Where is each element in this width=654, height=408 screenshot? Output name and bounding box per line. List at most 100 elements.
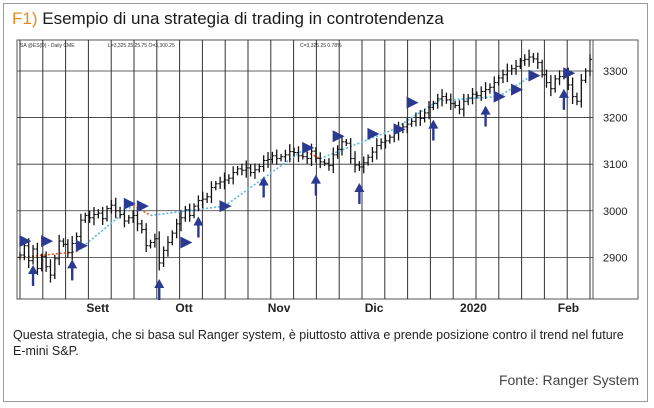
arrow-head	[154, 278, 165, 288]
signal-triangle	[563, 67, 576, 80]
trend-segment	[132, 204, 151, 217]
trend-segment	[76, 204, 134, 253]
ohlc-bar	[239, 163, 244, 176]
ohlc-bar	[213, 180, 218, 191]
ohlc-bar	[31, 245, 36, 265]
ohlc-bar	[287, 144, 292, 163]
signal-triangle	[393, 123, 406, 136]
ohlc-bar	[357, 161, 362, 171]
ohlc-bar	[318, 152, 323, 169]
ohlc-bar	[331, 147, 336, 174]
buy-arrow-icon	[67, 259, 78, 281]
buy-arrow-icon	[28, 264, 39, 286]
ohlc-bar	[505, 63, 510, 83]
arrow-shaft	[314, 182, 318, 196]
ohlc-bar	[335, 145, 340, 159]
arrow-head	[354, 182, 365, 192]
arrow-head	[480, 105, 491, 115]
ohlc-bar	[409, 118, 414, 127]
signal-triangle	[136, 200, 149, 213]
ohlc-bar	[379, 138, 384, 150]
figure-number: F1)	[12, 9, 38, 28]
ohlc-bar	[427, 101, 432, 120]
ohlc-bar	[492, 76, 497, 94]
ohlc-bar	[44, 251, 49, 272]
ohlc-bar	[418, 110, 423, 126]
arrow-shaft	[31, 272, 35, 286]
ohlc-bar	[548, 75, 553, 97]
ohlc-bar	[422, 108, 427, 123]
ohlc-bar	[183, 205, 188, 222]
plot-area	[16, 39, 594, 300]
ohlc-bar	[544, 69, 549, 88]
arrow-shaft	[484, 113, 487, 127]
ohlc-bar	[126, 214, 131, 224]
ohlc-bar	[18, 252, 22, 261]
ohlc-bar	[144, 223, 149, 253]
ohlc-bar	[196, 195, 201, 212]
ohlc-bar	[274, 149, 279, 165]
ohlc-bar	[440, 89, 445, 107]
y-tick-label: 3100	[603, 159, 627, 171]
ohlc-bar	[61, 238, 66, 248]
ohlc-bar	[65, 239, 70, 258]
figure-caption: Questa strategia, che si basa sul Ranger…	[13, 328, 624, 358]
signal-triangle	[302, 141, 315, 154]
buy-arrow-icon	[154, 278, 165, 300]
arrow-head	[428, 119, 439, 129]
ohlc-bar	[96, 209, 101, 219]
ohlc-bar	[483, 82, 488, 99]
ohlc-bar	[57, 234, 62, 266]
ohlc-bar	[535, 52, 540, 69]
arrow-shaft	[158, 286, 161, 300]
signal-triangle	[528, 69, 541, 82]
ohlc-bar	[209, 181, 214, 204]
x-tick-label: Sett	[86, 301, 109, 315]
signal-triangle	[123, 197, 136, 210]
ohlc-bar	[178, 210, 183, 232]
signal-triangle	[19, 235, 32, 248]
ohlc-bar	[313, 147, 318, 163]
ohlc-bar	[257, 163, 262, 173]
ohlc-bar	[366, 154, 371, 166]
trend-segment	[19, 250, 77, 259]
ohlc-bar	[157, 231, 162, 271]
ohlc-bar	[300, 152, 305, 160]
ohlc-bar	[218, 176, 223, 189]
ohlc-bar	[192, 203, 197, 219]
signal-triangle	[219, 200, 232, 213]
ohlc-bar	[461, 93, 466, 117]
ohlc-bar	[70, 235, 75, 261]
ohlc-bar	[148, 239, 153, 249]
ohlc-bar	[139, 219, 144, 234]
ohlc-bar	[413, 112, 418, 127]
ohlc-bar	[222, 172, 227, 190]
x-tick-label: Feb	[558, 301, 579, 315]
x-tick-label: Dic	[365, 301, 384, 315]
ohlc-bar	[296, 146, 301, 163]
ohlc-bar	[35, 242, 40, 275]
ohlc-bar	[588, 54, 592, 77]
ohlc-bar	[292, 147, 297, 157]
ohlc-bar	[444, 92, 449, 104]
ohlc-bar	[161, 246, 166, 267]
signal-triangle	[367, 127, 380, 140]
ohlc-bar	[518, 57, 523, 70]
ohlc-bar	[152, 233, 157, 248]
ohlc-bar	[205, 192, 210, 204]
ohlc-bar	[226, 174, 231, 184]
buy-arrow-icon	[354, 182, 365, 204]
ohlc-bar	[531, 53, 536, 63]
ohlc-bar	[261, 155, 266, 172]
figure-title-text: Esempio di una strategia di trading in c…	[42, 9, 444, 28]
trend-segment	[319, 128, 395, 160]
ohlc-bar	[514, 60, 519, 75]
ohlc-bar	[570, 77, 575, 105]
ohlc-bar	[174, 218, 179, 239]
ohlc-bar	[431, 100, 436, 111]
ohlc-bar	[348, 138, 353, 164]
ohlc-bar	[87, 210, 92, 223]
arrow-head	[67, 259, 78, 269]
ohlc-bar	[235, 166, 240, 176]
ohlc-bar	[91, 207, 96, 226]
